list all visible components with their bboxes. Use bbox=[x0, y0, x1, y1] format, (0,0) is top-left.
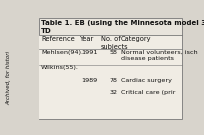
Text: No. of
subjects: No. of subjects bbox=[101, 36, 129, 50]
Text: Category: Category bbox=[121, 36, 151, 42]
Text: Cardiac surgery: Cardiac surgery bbox=[121, 78, 172, 83]
Text: Archived, for histori: Archived, for histori bbox=[7, 51, 11, 105]
Text: 32: 32 bbox=[110, 90, 118, 95]
Text: Mehlsen(94).: Mehlsen(94). bbox=[41, 50, 83, 55]
Bar bbox=[39, 35, 182, 119]
Text: Normal volunteers, isch
disease patients: Normal volunteers, isch disease patients bbox=[121, 50, 197, 61]
Text: Reference: Reference bbox=[41, 36, 75, 42]
Text: 1989: 1989 bbox=[82, 78, 98, 83]
Text: Wilkins(55).: Wilkins(55). bbox=[41, 65, 79, 70]
Text: 1991: 1991 bbox=[81, 50, 98, 55]
Text: Table 1. EB (using the Minnesota model 304 A impeda
TD: Table 1. EB (using the Minnesota model 3… bbox=[41, 20, 204, 34]
Text: Critical care (prir: Critical care (prir bbox=[121, 90, 175, 95]
Text: Year: Year bbox=[80, 36, 94, 42]
Text: 78: 78 bbox=[110, 78, 118, 83]
Text: 58: 58 bbox=[110, 50, 118, 55]
